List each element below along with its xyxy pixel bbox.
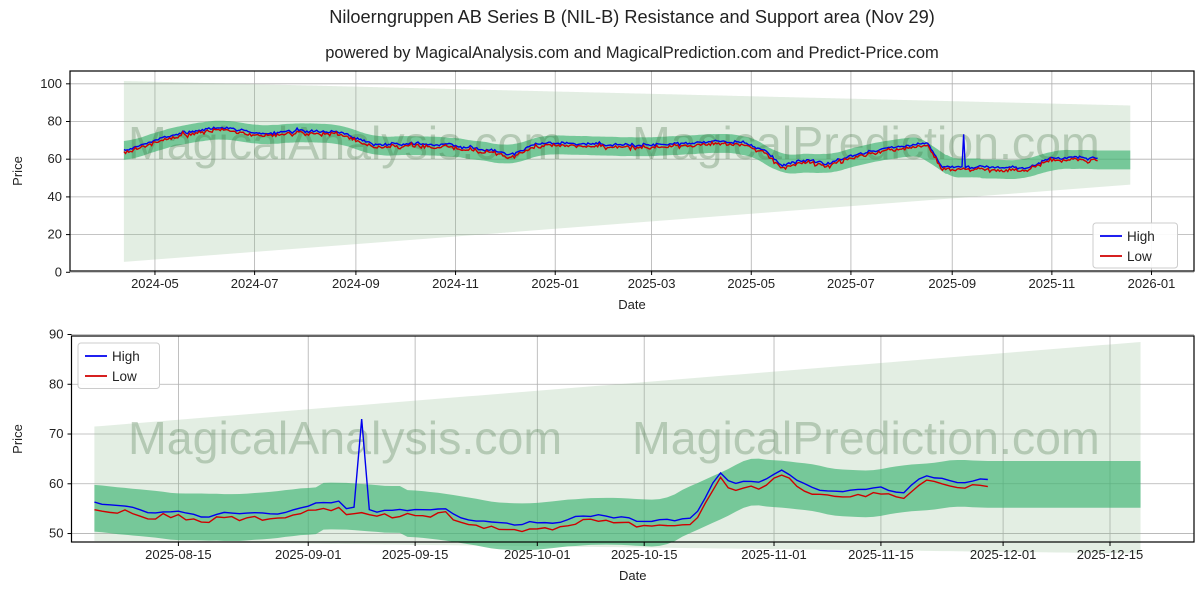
svg-text:80: 80 [48,114,62,129]
svg-text:2025-12-01: 2025-12-01 [970,547,1037,562]
svg-text:2025-05: 2025-05 [727,276,775,291]
svg-text:100: 100 [40,76,62,91]
svg-text:2024-05: 2024-05 [131,276,179,291]
svg-text:80: 80 [49,376,63,391]
svg-text:0: 0 [55,264,62,279]
svg-text:2025-10-01: 2025-10-01 [504,547,571,562]
svg-text:powered by MagicalAnalysis.com: powered by MagicalAnalysis.com and Magic… [325,44,939,62]
svg-text:70: 70 [49,426,63,441]
svg-text:MagicalAnalysis.com: MagicalAnalysis.com [128,117,562,169]
svg-text:Price: Price [10,424,25,454]
svg-text:2024-09: 2024-09 [332,276,380,291]
svg-text:MagicalPrediction.com: MagicalPrediction.com [632,412,1100,464]
svg-text:2025-01: 2025-01 [531,276,579,291]
svg-text:40: 40 [48,189,62,204]
svg-text:High: High [1127,229,1155,244]
svg-text:2025-09: 2025-09 [928,276,976,291]
svg-text:2024-07: 2024-07 [231,276,279,291]
svg-text:2025-08-15: 2025-08-15 [145,547,212,562]
svg-text:Niloerngruppen AB Series B (NI: Niloerngruppen AB Series B (NIL-B) Resis… [329,7,935,27]
svg-text:2025-11: 2025-11 [1028,276,1075,291]
svg-text:2025-12-15: 2025-12-15 [1077,547,1144,562]
svg-text:2025-09-15: 2025-09-15 [382,547,449,562]
svg-text:2025-09-01: 2025-09-01 [275,547,342,562]
svg-text:2024-11: 2024-11 [432,276,479,291]
svg-text:90: 90 [49,327,63,342]
svg-text:50: 50 [49,526,63,541]
svg-text:MagicalAnalysis.com: MagicalAnalysis.com [128,412,562,464]
svg-text:Low: Low [112,369,137,384]
svg-text:2026-01: 2026-01 [1128,276,1176,291]
svg-text:Price: Price [10,156,25,186]
svg-text:2025-11-15: 2025-11-15 [848,547,914,562]
svg-text:High: High [112,349,140,364]
svg-text:2025-10-15: 2025-10-15 [611,547,678,562]
svg-text:2025-11-01: 2025-11-01 [741,547,807,562]
svg-text:2025-03: 2025-03 [628,276,676,291]
svg-text:60: 60 [48,151,62,166]
svg-text:Date: Date [618,297,645,312]
svg-text:2025-07: 2025-07 [827,276,875,291]
svg-text:Date: Date [619,568,646,583]
svg-text:20: 20 [48,227,62,242]
svg-text:Low: Low [1127,249,1152,264]
svg-text:60: 60 [49,476,63,491]
